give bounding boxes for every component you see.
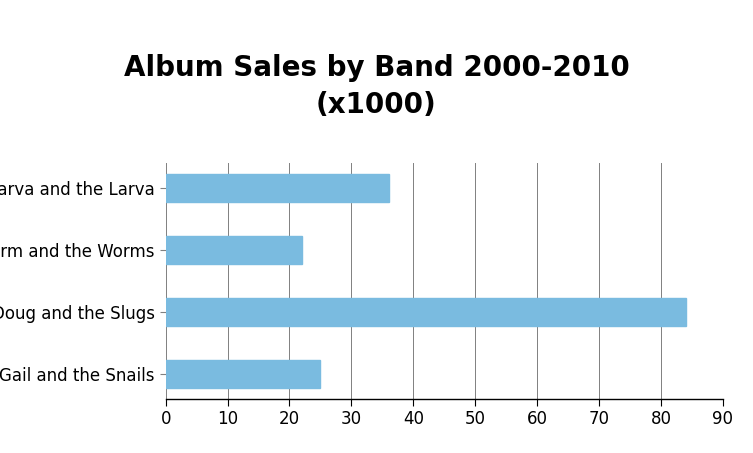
Text: Album Sales by Band 2000-2010
(x1000): Album Sales by Band 2000-2010 (x1000) xyxy=(123,54,630,119)
Bar xyxy=(166,236,302,264)
Bar xyxy=(166,174,389,202)
Bar xyxy=(166,298,686,326)
Bar xyxy=(166,360,321,388)
